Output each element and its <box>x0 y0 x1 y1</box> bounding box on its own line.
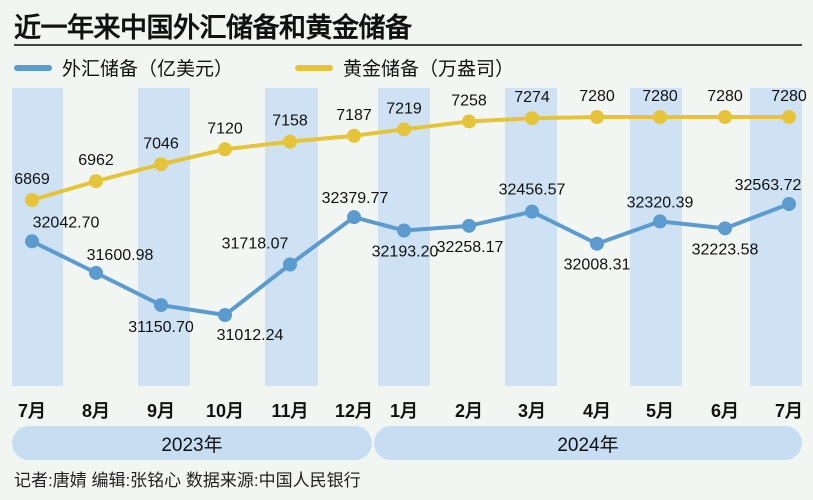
fx-reserve-data-label: 31718.07 <box>222 236 289 253</box>
x-tick-label: 7月 <box>18 401 46 421</box>
x-tick-label: 9月 <box>147 401 175 421</box>
gold-reserve-point <box>218 142 232 157</box>
gold-reserve-data-label: 6962 <box>78 152 114 169</box>
fx-reserve-data-label: 31600.98 <box>87 247 154 264</box>
gold-reserve-data-label: 7280 <box>642 88 678 105</box>
x-tick-label: 12月 <box>335 401 373 421</box>
year-band-2023: 2023年 <box>12 426 372 460</box>
legend-label-fx: 外汇储备（亿美元） <box>62 59 234 80</box>
gold-reserve-point <box>25 193 39 207</box>
legend-swatch-gold <box>295 64 333 71</box>
gold-reserve-data-label: 7274 <box>514 89 550 106</box>
legend-fx: 外汇储备（亿美元） <box>14 54 233 81</box>
gold-reserve-point <box>397 122 411 137</box>
chart-title: 近一年来中国外汇储备和黄金储备 <box>14 13 412 43</box>
x-tick-label: 5月 <box>646 401 674 421</box>
column-stripe <box>630 88 682 386</box>
fx-reserve-point <box>718 221 732 236</box>
gold-reserve-data-label: 7158 <box>272 113 308 130</box>
fx-reserve-point <box>653 214 667 229</box>
fx-reserve-data-label: 32563.72 <box>735 177 802 194</box>
fx-reserve-data-label: 31012.24 <box>217 327 284 344</box>
gold-reserve-data-label: 7280 <box>579 88 615 105</box>
fx-reserve-data-label: 32456.57 <box>499 182 566 199</box>
fx-reserve-data-label: 32193.20 <box>372 244 439 261</box>
x-tick-label: 3月 <box>518 401 546 421</box>
fx-reserve-point <box>782 197 796 211</box>
gold-reserve-point <box>590 110 604 124</box>
fx-reserve-point <box>590 236 604 251</box>
gold-reserve-point <box>89 174 103 189</box>
gold-reserve-data-label: 7187 <box>336 107 372 124</box>
x-tick-label: 7月 <box>775 401 803 421</box>
fx-reserve-data-label: 31150.70 <box>128 319 194 336</box>
fx-reserve-data-label: 32320.39 <box>627 194 694 211</box>
gold-reserve-data-label: 6869 <box>14 171 50 188</box>
gold-reserve-point <box>347 128 361 143</box>
gold-reserve-data-label: 7280 <box>707 88 743 105</box>
year-band-2024: 2024年 <box>374 426 802 460</box>
fx-reserve-point <box>25 234 39 249</box>
x-tick-label: 8月 <box>82 401 110 421</box>
column-stripe <box>505 88 557 386</box>
fx-reserve-data-label: 32008.31 <box>564 257 631 274</box>
x-tick-label: 4月 <box>583 401 611 421</box>
gold-reserve-point <box>653 110 667 124</box>
fx-reserve-point <box>89 265 103 280</box>
gold-reserve-point <box>283 134 297 149</box>
fx-reserve-point <box>397 223 411 238</box>
gold-reserve-point <box>154 157 168 172</box>
gold-reserve-point <box>782 110 796 124</box>
fx-reserve-point <box>154 298 168 313</box>
legend-gold: 黄金储备（万盎司） <box>295 54 514 81</box>
x-tick-label: 11月 <box>271 401 308 421</box>
fx-reserve-point <box>218 308 232 322</box>
x-tick-label: 10月 <box>206 401 244 421</box>
gold-reserve-point <box>718 110 732 124</box>
fx-reserve-point <box>283 257 297 272</box>
fx-reserve-data-label: 32258.17 <box>437 239 504 256</box>
column-stripe <box>750 88 802 386</box>
legend-swatch-fx <box>14 64 52 71</box>
fx-reserve-data-label: 32379.77 <box>322 190 389 207</box>
gold-reserve-data-label: 7280 <box>771 88 807 105</box>
x-tick-label: 1月 <box>390 401 418 421</box>
legend-label-gold: 黄金储备（万盎司） <box>343 59 515 80</box>
column-stripe <box>138 88 190 386</box>
fx-reserve-point <box>525 204 539 219</box>
x-tick-label: 6月 <box>711 401 739 421</box>
fx-reserve-point <box>462 218 476 233</box>
gold-reserve-data-label: 7219 <box>386 100 422 117</box>
gold-reserve-data-label: 7120 <box>207 120 243 137</box>
x-tick-label: 2月 <box>455 401 483 421</box>
gold-reserve-point <box>525 111 539 126</box>
fx-reserve-point <box>347 210 361 225</box>
title-divider <box>14 44 802 46</box>
gold-reserve-data-label: 7258 <box>451 92 487 109</box>
fx-reserve-data-label: 32223.58 <box>692 241 759 258</box>
gold-reserve-data-label: 7046 <box>143 135 179 152</box>
gold-reserve-point <box>462 114 476 129</box>
fx-reserve-data-label: 32042.70 <box>33 214 100 231</box>
credits-footer: 记者:唐婧 编辑:张铭心 数据来源:中国人民银行 <box>14 471 361 490</box>
